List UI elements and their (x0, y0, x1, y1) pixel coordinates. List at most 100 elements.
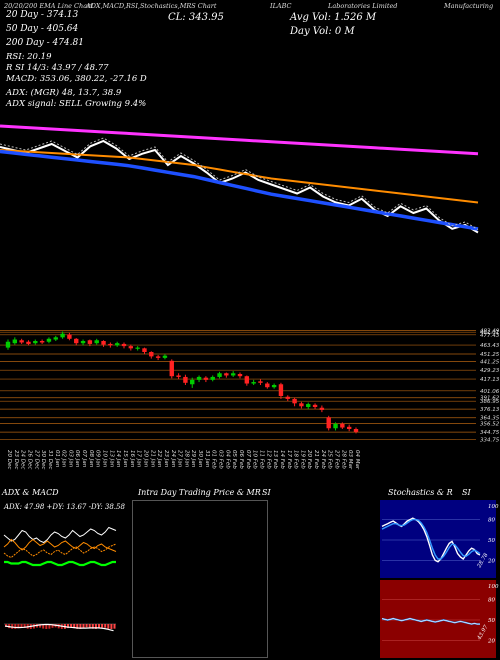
date-tick-label: 23 Dec (13, 450, 19, 469)
candle-body (278, 384, 284, 396)
macd-histogram-bar (107, 624, 110, 629)
avg-volume: Avg Vol: 1.526 M (290, 12, 377, 23)
date-axis: 20 Dec 23 Dec 24 Dec 26 Dec 27 Dec 30 Dec 31 D… (6, 450, 360, 470)
date-tick-label: 31 Dec (47, 450, 53, 469)
candle-body (299, 403, 304, 407)
rsi-tick-label: 50 (488, 618, 495, 624)
date-tick-label: 29 Jan (190, 450, 196, 468)
candle-body (271, 385, 277, 388)
macd-histogram-bar (20, 624, 23, 628)
candle-body (340, 423, 345, 428)
rsi-tick-label: 80 (488, 598, 495, 604)
ema200-label: 200 Day - 474.81 (6, 38, 84, 48)
price-tick-label: 364.35 (480, 416, 500, 422)
date-tick-label: 20 Feb (306, 450, 312, 469)
price-tick-label: 483.49 (480, 328, 500, 334)
header-code: ILABC (270, 2, 292, 10)
candle-body (60, 333, 65, 338)
candle-body (108, 343, 113, 346)
date-tick-label: 21 Jan (149, 450, 155, 468)
stoch-series-line (381, 518, 481, 560)
date-tick-label: 23 Jan (163, 450, 169, 468)
candle-body (285, 396, 290, 399)
candle-body (251, 382, 256, 384)
candle-body (162, 355, 168, 358)
candle-body (217, 373, 222, 377)
candle-body (244, 376, 250, 384)
price-tick-label: 477.43 (480, 333, 500, 339)
candle-body (67, 334, 72, 339)
date-tick-label: 04 Feb (224, 450, 230, 469)
adx-label: ADX: (MGR) 48, 13.7, 38.9 (6, 88, 122, 98)
macd-histogram-bar (48, 624, 51, 629)
candle-body (306, 404, 311, 407)
candle-body (12, 339, 18, 344)
macd-histogram-bar (76, 624, 79, 629)
date-tick-label: 06 Jan (74, 450, 80, 468)
date-tick-label: 24 Jan (170, 450, 176, 468)
candle-body (101, 341, 106, 345)
ema-chart (0, 124, 479, 234)
candle-body (5, 341, 11, 348)
candle-body (121, 343, 127, 347)
date-tick-label: 06 Feb (238, 450, 244, 469)
adx-series-line (3, 543, 117, 559)
ema20-label: 20 Day - 374.13 (6, 10, 79, 20)
macd-histogram-bar (94, 624, 97, 629)
stoch-tick-label: 100 (488, 504, 499, 510)
intraday-panel-si: SI (262, 488, 271, 497)
intraday-panel-title: Intra Day Trading Price & MR (138, 488, 261, 497)
candle-body (196, 376, 202, 380)
date-tick-label: 10 Jan (102, 450, 108, 468)
adx-series-line (3, 538, 117, 552)
date-tick-label: 14 Feb (279, 450, 285, 469)
date-tick-label: 14 Jan (115, 450, 121, 468)
date-tick-label: 05 Feb (231, 450, 237, 469)
rsi-line-label: R SI 14/3: 43.97 / 48.77 (6, 63, 109, 73)
macd-histogram-bar (67, 624, 69, 629)
price-tick-label: 356.52 (480, 421, 500, 427)
candle-body (33, 341, 38, 344)
price-tick-label: 441.25 (480, 359, 500, 365)
date-tick-label: 25 Feb (327, 450, 333, 469)
candle-body (53, 337, 58, 340)
date-tick-label: 27 Feb (334, 450, 340, 469)
header-company: Laboratories Limited (328, 2, 398, 10)
date-tick-label: 27 Jan (177, 450, 183, 468)
close-price: CL: 343.95 (168, 12, 224, 23)
candle-body (87, 340, 93, 344)
price-tick-label: 376.13 (480, 407, 500, 413)
candle-body (190, 379, 195, 385)
rsi-tick-label: 100 (488, 584, 499, 590)
macd-label: MACD: 353.06, 380.22, -27.16 D (6, 74, 147, 84)
candle-body (114, 343, 120, 346)
date-tick-label: 13 Feb (272, 450, 278, 469)
candle-body (176, 375, 181, 377)
candle-body (46, 338, 52, 342)
date-tick-label: 08 Jan (88, 450, 94, 468)
ema50-label: 50 Day - 405.64 (6, 24, 79, 34)
candle-body (149, 352, 154, 357)
rsi-label: RSI: 20.19 (6, 52, 52, 62)
date-tick-label: 09 Jan (95, 450, 101, 468)
price-tick-label: 391.62 (480, 396, 500, 402)
macd-histogram-bar (42, 624, 45, 629)
macd-histogram-bar (101, 624, 104, 628)
candle-body (353, 429, 359, 432)
macd-histogram-bar (91, 624, 94, 629)
rsi-tick-label: 20 (487, 638, 495, 644)
stoch-tick-label: 20 (487, 558, 495, 564)
price-tick-label: 401.06 (480, 389, 500, 395)
candle-body (224, 373, 229, 376)
price-tick-label: 417.13 (480, 377, 500, 383)
price-tick-label: 334.75 (480, 437, 500, 443)
stoch-panel-title: Stochastics & R (388, 488, 453, 497)
price-tick-label: 429.23 (480, 368, 500, 374)
macd-histogram-bar (82, 624, 85, 629)
adx-series-line (3, 526, 117, 544)
candle-body (128, 346, 134, 349)
